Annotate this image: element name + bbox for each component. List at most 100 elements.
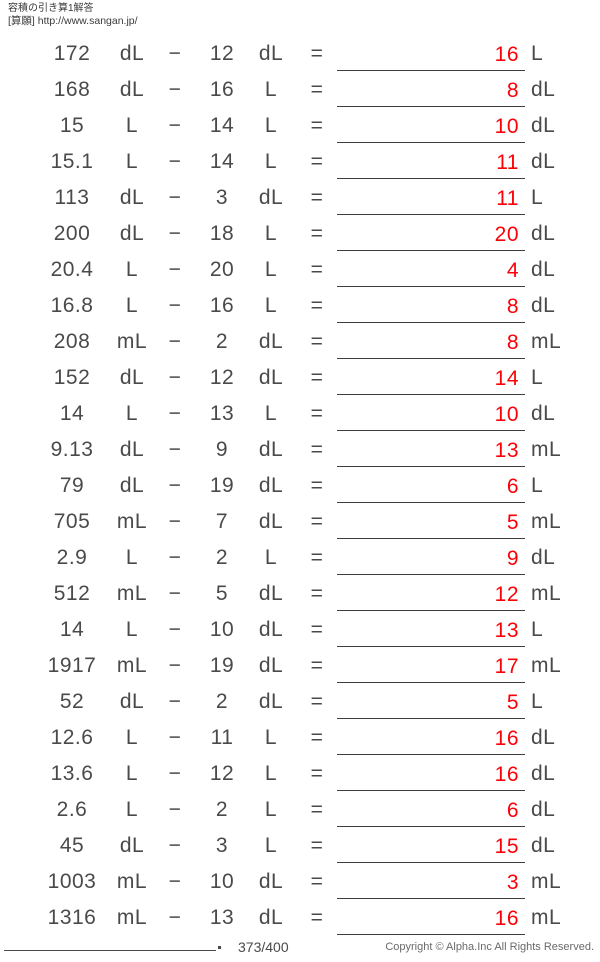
- operand-2-value: 19: [209, 654, 235, 677]
- operand-2-value: 12: [209, 762, 235, 785]
- operand-1-unit: L: [125, 618, 139, 641]
- answer-blank[interactable]: 11: [337, 185, 525, 215]
- equals-operator-icon: =: [310, 690, 324, 713]
- minus-operator-icon: −: [168, 402, 182, 425]
- problem-row: 14 L − 10 dL = 13 L: [0, 617, 600, 653]
- answer-blank[interactable]: 17: [337, 653, 525, 683]
- answer-blank[interactable]: 9: [337, 545, 525, 575]
- answer-blank[interactable]: 20: [337, 221, 525, 251]
- answer-value: 16: [494, 763, 519, 786]
- operand-1-value: 705: [53, 510, 91, 533]
- answer-blank[interactable]: 13: [337, 617, 525, 647]
- operand-1-value: 14: [59, 618, 85, 641]
- answer-blank[interactable]: 11: [337, 149, 525, 179]
- minus-operator-icon: −: [168, 582, 182, 605]
- copyright-notice: Copyright © Alpha.Inc All Rights Reserve…: [385, 941, 594, 953]
- answer-blank[interactable]: 12: [337, 581, 525, 611]
- operand-2-value: 13: [209, 402, 235, 425]
- footer-rule-dot: [218, 946, 221, 949]
- operand-1-unit: L: [125, 798, 139, 821]
- minus-operator-icon: −: [168, 870, 182, 893]
- operand-1-unit: L: [125, 294, 139, 317]
- answer-blank[interactable]: 10: [337, 113, 525, 143]
- operand-2-unit: L: [264, 834, 278, 857]
- operand-2-value: 9: [215, 438, 229, 461]
- problem-row: 79 dL −19 dL = 6 L: [0, 473, 600, 509]
- operand-2-unit: dL: [258, 654, 284, 677]
- worksheet-title: 容積の引き算1解答: [8, 3, 94, 14]
- equals-operator-icon: =: [310, 222, 324, 245]
- answer-unit: dL: [531, 294, 556, 317]
- problem-row: 1316 mL −13 dL = 16 mL: [0, 905, 600, 941]
- worksheet-source-url: [算願] http://www.sangan.jp/: [8, 15, 138, 27]
- operand-1-value: 20.4: [50, 258, 94, 281]
- operand-2-value: 16: [209, 294, 235, 317]
- worksheet-footer: 373/400 Copyright © Alpha.Inc All Rights…: [0, 938, 600, 962]
- equals-operator-icon: =: [310, 330, 324, 353]
- operand-1-unit: L: [125, 546, 139, 569]
- operand-2-unit: L: [264, 78, 278, 101]
- minus-operator-icon: −: [168, 762, 182, 785]
- operand-2-value: 10: [209, 618, 235, 641]
- equals-operator-icon: =: [310, 906, 324, 929]
- answer-blank[interactable]: 4: [337, 257, 525, 287]
- answer-unit: dL: [531, 546, 556, 569]
- answer-unit: mL: [531, 906, 562, 929]
- answer-unit: L: [531, 618, 544, 641]
- operand-2-unit: L: [264, 294, 278, 317]
- answer-blank[interactable]: 10: [337, 401, 525, 431]
- operand-1-value: 52: [59, 690, 85, 713]
- answer-blank[interactable]: 14: [337, 365, 525, 395]
- answer-unit: L: [531, 366, 544, 389]
- operand-1-value: 15.1: [50, 150, 94, 173]
- minus-operator-icon: −: [168, 222, 182, 245]
- problem-row: 45 dL −3 L = 15 dL: [0, 833, 600, 869]
- operand-2-value: 7: [215, 510, 229, 533]
- answer-blank[interactable]: 6: [337, 473, 525, 503]
- answer-blank[interactable]: 8: [337, 77, 525, 107]
- answer-blank[interactable]: 3: [337, 869, 525, 899]
- operand-2-value: 14: [209, 114, 235, 137]
- equals-operator-icon: =: [310, 726, 324, 749]
- answer-unit: mL: [531, 510, 562, 533]
- minus-operator-icon: −: [168, 618, 182, 641]
- answer-blank[interactable]: 16: [337, 905, 525, 935]
- equals-operator-icon: =: [310, 870, 324, 893]
- answer-unit: mL: [531, 438, 562, 461]
- operand-2-value: 2: [215, 546, 229, 569]
- minus-operator-icon: −: [168, 258, 182, 281]
- answer-blank[interactable]: 15: [337, 833, 525, 863]
- minus-operator-icon: −: [168, 150, 182, 173]
- answer-blank[interactable]: 13: [337, 437, 525, 467]
- answer-blank[interactable]: 5: [337, 509, 525, 539]
- answer-blank[interactable]: 8: [337, 329, 525, 359]
- operand-1-unit: mL: [116, 582, 148, 605]
- answer-blank[interactable]: 5: [337, 689, 525, 719]
- answer-value: 6: [506, 475, 519, 498]
- answer-value: 4: [506, 259, 519, 282]
- answer-blank[interactable]: 16: [337, 725, 525, 755]
- equals-operator-icon: =: [310, 186, 324, 209]
- operand-1-value: 2.9: [56, 546, 88, 569]
- equals-operator-icon: =: [310, 402, 324, 425]
- problem-row: 1917 mL −19 dL = 17 mL: [0, 653, 600, 689]
- answer-blank[interactable]: 6: [337, 797, 525, 827]
- answer-blank[interactable]: 8: [337, 293, 525, 323]
- answer-blank[interactable]: 16: [337, 41, 525, 71]
- operand-1-unit: L: [125, 726, 139, 749]
- answer-value: 8: [506, 295, 519, 318]
- answer-unit: mL: [531, 582, 562, 605]
- operand-2-unit: dL: [258, 690, 284, 713]
- answer-unit: dL: [531, 726, 556, 749]
- problem-row: 13.6 L − 12 L = 16 dL: [0, 761, 600, 797]
- problem-row: 2.6 L − 2 L = 6 dL: [0, 797, 600, 833]
- operand-1-unit: dL: [119, 222, 145, 245]
- operand-1-value: 113: [54, 186, 90, 209]
- answer-blank[interactable]: 16: [337, 761, 525, 791]
- operand-2-value: 12: [209, 366, 235, 389]
- operand-2-unit: dL: [258, 186, 284, 209]
- equals-operator-icon: =: [310, 546, 324, 569]
- operand-1-unit: mL: [116, 510, 148, 533]
- equals-operator-icon: =: [310, 582, 324, 605]
- answer-value: 3: [506, 871, 519, 894]
